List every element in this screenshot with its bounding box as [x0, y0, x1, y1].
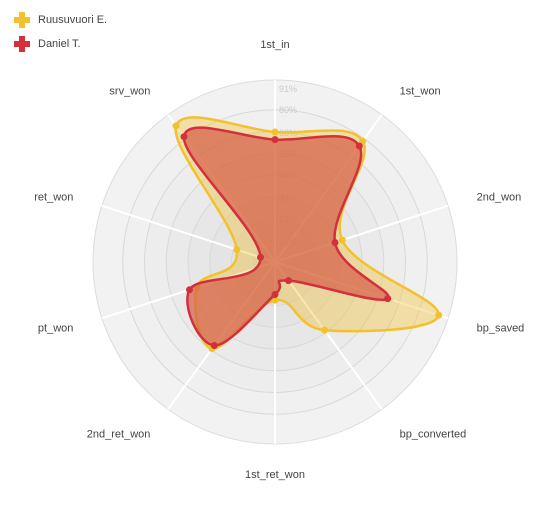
series-point-1 — [180, 133, 188, 141]
legend-label: Ruusuvuori E. — [38, 14, 108, 26]
axis-label: srv_won — [109, 86, 150, 98]
series-point-1 — [257, 253, 264, 261]
axis-label: ret_won — [34, 192, 73, 204]
grid-spoke — [101, 204, 276, 263]
series-point-0 — [271, 128, 279, 136]
series-point-1 — [186, 286, 193, 294]
series-point-0 — [172, 122, 180, 130]
axis-label: 1st_won — [400, 86, 441, 98]
axis-label: 1st_in — [260, 39, 289, 51]
axis-label: pt_won — [38, 323, 73, 335]
legend-item-series-1[interactable]: Daniel T. — [14, 32, 107, 56]
tick-label: 91% — [279, 84, 297, 94]
axis-label: bp_saved — [477, 323, 525, 335]
series-point-1 — [271, 136, 279, 144]
series-point-1 — [331, 239, 339, 246]
series-point-1 — [384, 295, 392, 303]
axis-label: 2nd_won — [477, 192, 522, 204]
series-point-0 — [338, 236, 346, 244]
tick-label: 80% — [279, 105, 297, 115]
plus-icon — [14, 12, 30, 28]
legend-item-series-0[interactable]: Ruusuvuori E. — [14, 8, 107, 32]
series-point-1 — [210, 342, 218, 349]
series-point-0 — [321, 326, 328, 334]
plus-icon — [14, 36, 30, 52]
axis-label: 2nd_ret_won — [87, 429, 151, 441]
series-point-1 — [285, 277, 292, 285]
axis-label: 1st_ret_won — [245, 469, 305, 481]
series-area-1 — [182, 126, 390, 347]
legend: Ruusuvuori E. Daniel T. — [14, 8, 107, 56]
axis-label: bp_converted — [400, 429, 467, 441]
series-point-1 — [355, 142, 363, 150]
series-point-0 — [435, 311, 443, 319]
series-point-0 — [233, 246, 241, 254]
grid-spoke — [274, 261, 383, 410]
legend-label: Daniel T. — [38, 38, 81, 50]
series-point-1 — [271, 291, 279, 298]
series-point-0 — [271, 296, 279, 304]
